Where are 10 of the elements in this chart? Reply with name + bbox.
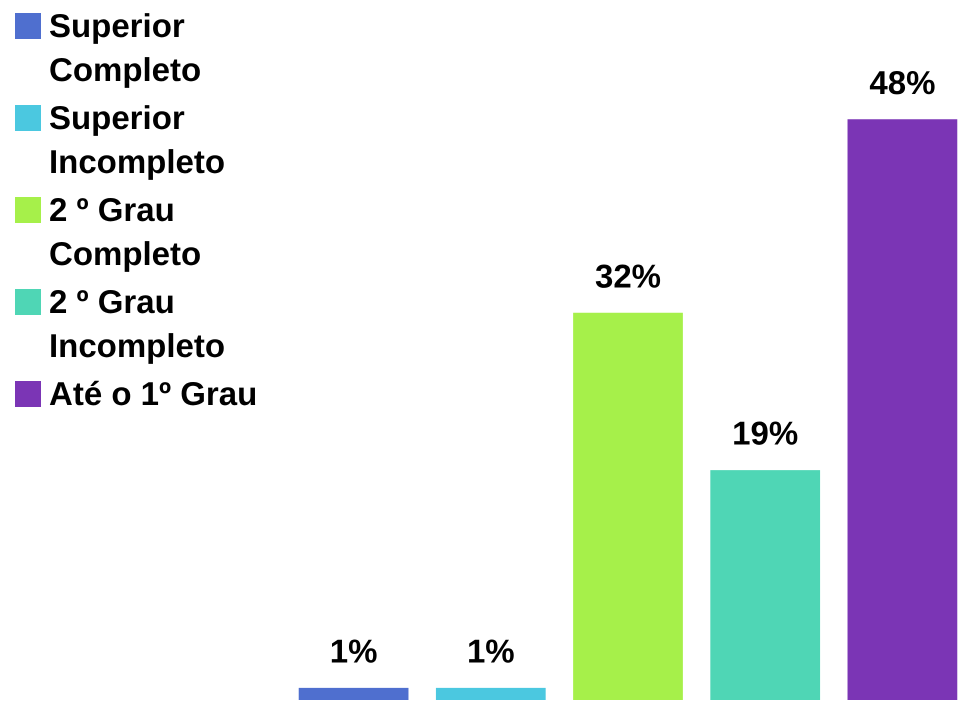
legend-label: Superior Completo (49, 6, 202, 90)
data-label: 1% (466, 632, 515, 670)
data-label: 19% (732, 414, 798, 452)
legend-label: 2 º Grau Incompleto (49, 282, 226, 366)
legend-label: Superior Incompleto (49, 98, 226, 182)
data-label: 1% (330, 632, 378, 670)
legend-label: Até o 1º Grau (49, 374, 258, 414)
data-label: 32% (594, 257, 662, 294)
legend-label: 2 º Grau Completo (49, 190, 202, 274)
data-label: 48% (869, 64, 936, 101)
